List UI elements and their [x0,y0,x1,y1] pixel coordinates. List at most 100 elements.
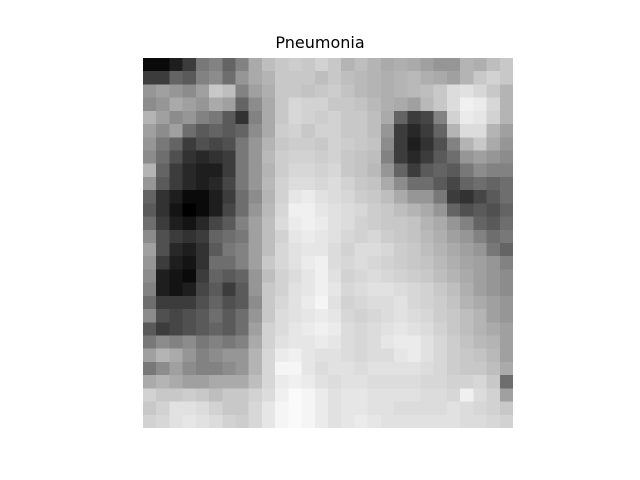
image-pixel [341,97,355,112]
image-pixel [394,163,408,178]
image-pixel [275,309,289,323]
image-pixel [341,84,355,98]
image-pixel [460,84,474,98]
image-pixel [209,84,223,98]
image-pixel [222,335,236,349]
image-pixel [209,414,223,428]
image-pixel [169,388,183,402]
image-pixel [460,309,474,323]
image-pixel [235,229,249,244]
image-pixel [367,295,382,310]
image-pixel [328,203,342,217]
image-pixel [460,163,474,178]
image-pixel [380,243,395,257]
image-pixel [314,58,329,72]
image-pixel [288,137,302,151]
image-pixel [195,309,210,323]
image-pixel [380,309,395,323]
image-pixel [367,124,382,138]
image-pixel [288,256,302,270]
image-pixel [473,309,487,323]
image-pixel [407,176,421,191]
image-pixel [195,229,210,244]
image-pixel [169,375,183,389]
image-pixel [420,229,434,244]
image-pixel [248,190,263,204]
image-pixel [433,348,448,363]
image-pixel [394,137,408,151]
image-pixel [275,322,289,336]
figure-title: Pneumonia [275,33,365,52]
image-pixel [473,361,487,376]
image-pixel [288,375,302,389]
image-pixel [275,256,289,270]
image-pixel [222,388,236,402]
image-pixel [499,229,513,244]
image-pixel [143,137,157,151]
image-pixel [446,348,461,363]
image-pixel [222,97,236,112]
image-pixel [301,388,316,402]
image-pixel [156,176,170,191]
image-pixel [143,401,157,416]
image-pixel [209,401,223,416]
image-pixel [209,216,223,231]
image-pixel [380,150,395,164]
image-pixel [235,295,249,310]
image-pixel [433,71,448,85]
image-pixel [195,84,210,98]
image-pixel [328,348,342,363]
image-pixel [367,401,382,416]
image-pixel [301,84,316,98]
image-pixel [367,150,382,164]
image-pixel [288,401,302,416]
image-pixel [354,269,368,283]
image-pixel [182,388,197,402]
image-pixel [473,137,487,151]
image-pixel [486,335,501,349]
image-pixel [499,176,513,191]
image-pixel [314,176,329,191]
image-pixel [420,190,434,204]
image-pixel [380,256,395,270]
image-pixel [433,282,448,297]
image-pixel [195,348,210,363]
image-pixel [314,229,329,244]
image-pixel [209,282,223,297]
image-pixel [314,269,329,283]
image-pixel [341,229,355,244]
image-pixel [354,282,368,297]
image-pixel [328,216,342,231]
image-pixel [314,243,329,257]
image-pixel [314,137,329,151]
image-pixel [499,269,513,283]
image-pixel [394,84,408,98]
image-pixel [420,414,434,428]
image-pixel [209,348,223,363]
image-pixel [169,216,183,231]
image-pixel [446,97,461,112]
image-pixel [169,58,183,72]
image-pixel [288,58,302,72]
image-pixel [473,414,487,428]
image-pixel [328,375,342,389]
chest-xray-image [143,58,513,428]
image-pixel [195,124,210,138]
image-pixel [209,295,223,310]
image-pixel [394,176,408,191]
image-pixel [367,309,382,323]
image-pixel [301,243,316,257]
image-pixel [301,110,316,125]
image-pixel [275,229,289,244]
image-pixel [446,216,461,231]
image-pixel [473,375,487,389]
image-pixel [275,137,289,151]
image-pixel [248,124,263,138]
image-pixel [433,176,448,191]
image-pixel [367,97,382,112]
image-pixel [314,309,329,323]
image-pixel [288,203,302,217]
image-pixel [499,282,513,297]
image-pixel [195,137,210,151]
image-pixel [341,269,355,283]
